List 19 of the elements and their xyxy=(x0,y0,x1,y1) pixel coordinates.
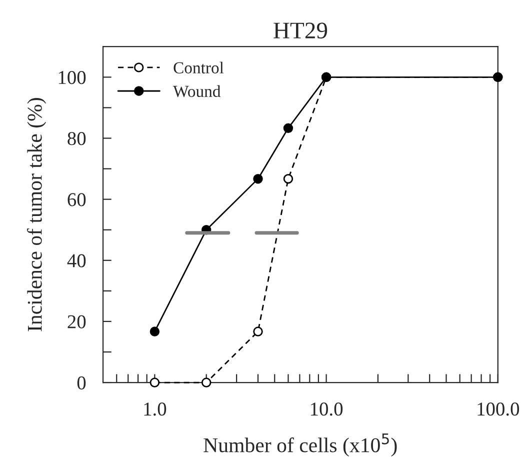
x-axis-title: Number of cells (x10$^{5}$) xyxy=(204,433,397,457)
point xyxy=(253,326,263,336)
x-tick-label: 1.0 xyxy=(144,402,166,416)
legend-label: Wound xyxy=(173,85,221,98)
chart-title: HT29 xyxy=(274,22,328,39)
x-tick-label: 100.0 xyxy=(478,402,520,416)
y-tick-label: 0 xyxy=(77,376,86,390)
y-tick-label: 60 xyxy=(68,193,86,206)
y-tick-label: 100 xyxy=(58,70,86,84)
y-axis-title: Incidence of tumor take (%) xyxy=(26,98,46,332)
legend-label: Control xyxy=(174,62,224,74)
point xyxy=(150,378,160,388)
y-tick-label: 40 xyxy=(67,254,86,268)
y-tick-label: 20 xyxy=(68,315,86,328)
point xyxy=(150,326,160,336)
point xyxy=(253,174,263,184)
x-tick-label: 10.0 xyxy=(310,402,343,416)
point xyxy=(201,378,212,388)
y-tick-label: 80 xyxy=(68,132,86,146)
